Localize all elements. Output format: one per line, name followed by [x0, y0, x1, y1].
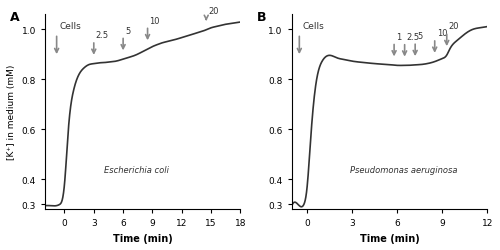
Text: Escherichia coli: Escherichia coli: [104, 166, 168, 174]
Text: 10: 10: [436, 29, 447, 38]
Text: 2.5: 2.5: [96, 31, 109, 40]
Text: Pseudomonas aeruginosa: Pseudomonas aeruginosa: [350, 166, 458, 174]
Y-axis label: [K⁺] in medium (mM): [K⁺] in medium (mM): [7, 65, 16, 160]
Text: Cells: Cells: [59, 22, 81, 30]
Text: 2.5: 2.5: [406, 33, 420, 42]
Text: 20: 20: [208, 7, 218, 16]
Text: A: A: [10, 11, 20, 24]
Text: 5: 5: [125, 26, 130, 36]
Text: Cells: Cells: [302, 22, 324, 30]
Text: 1: 1: [396, 32, 402, 42]
Text: 20: 20: [448, 22, 459, 31]
Text: 5: 5: [417, 32, 422, 41]
Text: B: B: [256, 11, 266, 24]
X-axis label: Time (min): Time (min): [360, 233, 420, 243]
Text: 10: 10: [150, 16, 160, 26]
X-axis label: Time (min): Time (min): [113, 233, 172, 243]
